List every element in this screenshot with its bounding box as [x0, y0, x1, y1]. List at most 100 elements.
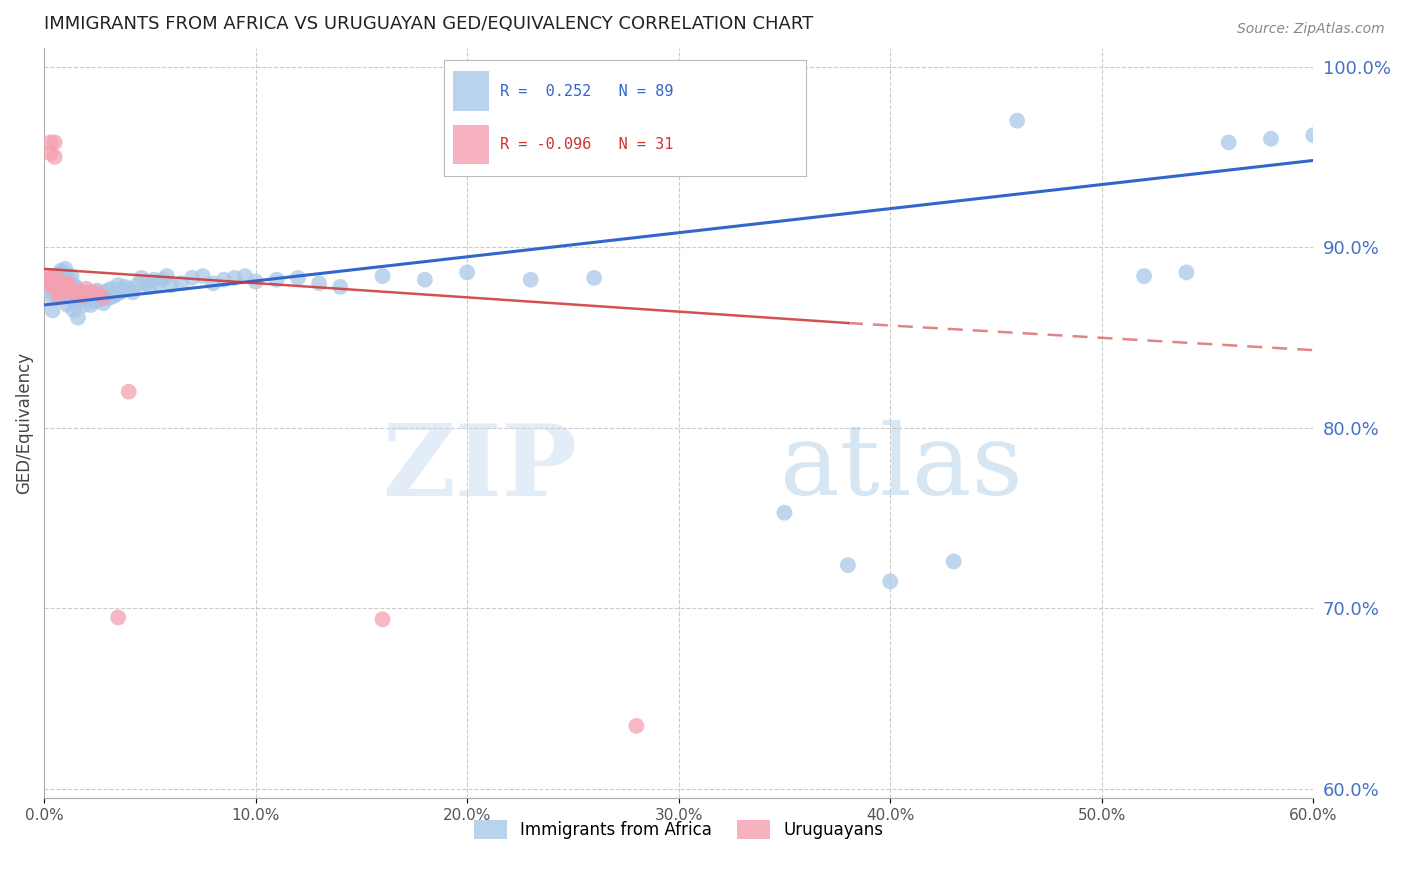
Point [110, 285, 132, 300]
Point [98, 291, 121, 305]
Text: IMMIGRANTS FROM AFRICA VS URUGUAYAN GED/EQUIVALENCY CORRELATION CHART: IMMIGRANTS FROM AFRICA VS URUGUAYAN GED/… [44, 15, 813, 33]
Point [70, 293, 93, 307]
Point [131, 271, 153, 285]
Point [52, 291, 75, 305]
Point [107, 610, 129, 624]
Point [53, 284, 76, 298]
Point [65, 280, 87, 294]
Point [86, 284, 108, 298]
Point [39, 136, 62, 150]
Point [44, 285, 66, 300]
Point [1005, 113, 1028, 128]
Point [122, 285, 145, 300]
Text: ZIP: ZIP [382, 420, 576, 516]
Point [41, 268, 63, 283]
Point [35, 268, 58, 283]
Point [45, 268, 67, 283]
Point [66, 284, 89, 298]
Point [212, 273, 235, 287]
Point [942, 554, 965, 568]
Point [1260, 132, 1282, 146]
Point [49, 263, 72, 277]
Point [879, 574, 901, 589]
Point [66, 310, 89, 325]
Point [181, 271, 204, 285]
Point [39, 146, 62, 161]
Point [135, 277, 157, 291]
Point [48, 284, 70, 298]
Point [56, 277, 79, 291]
Point [65, 287, 87, 301]
Point [41, 303, 63, 318]
Text: atlas: atlas [780, 420, 1024, 516]
Point [53, 277, 76, 291]
Point [91, 296, 114, 310]
Point [191, 268, 214, 283]
Point [160, 278, 183, 293]
Point [107, 278, 129, 293]
Point [65, 296, 87, 310]
Point [37, 284, 59, 298]
Point [224, 271, 246, 285]
Point [45, 271, 67, 285]
Point [118, 384, 141, 399]
Point [371, 268, 394, 283]
Point [626, 719, 648, 733]
Point [52, 280, 75, 294]
Point [86, 285, 108, 300]
Point [152, 273, 174, 287]
Point [44, 150, 66, 164]
Point [58, 287, 80, 301]
Point [1302, 128, 1324, 143]
Point [66, 285, 89, 300]
Point [114, 280, 136, 294]
Point [58, 275, 80, 289]
Point [105, 287, 128, 301]
Point [287, 271, 309, 285]
Point [266, 273, 288, 287]
Point [111, 284, 134, 298]
Point [148, 277, 170, 291]
Point [73, 298, 96, 312]
Point [39, 278, 62, 293]
Point [90, 289, 112, 303]
Point [75, 285, 97, 300]
Point [62, 278, 84, 293]
Point [37, 277, 59, 291]
Point [456, 265, 478, 279]
Point [53, 261, 76, 276]
Legend: Immigrants from Africa, Uruguayans: Immigrants from Africa, Uruguayans [467, 814, 890, 846]
Point [79, 298, 101, 312]
Point [41, 280, 63, 294]
Point [62, 285, 84, 300]
Point [413, 273, 436, 287]
Point [371, 612, 394, 626]
Point [69, 287, 91, 301]
Point [118, 282, 141, 296]
Point [1175, 265, 1198, 279]
Point [60, 291, 83, 305]
Point [45, 282, 67, 296]
Point [97, 284, 120, 298]
Point [56, 268, 79, 283]
Point [75, 282, 97, 296]
Point [773, 506, 796, 520]
Point [308, 277, 330, 291]
Point [41, 291, 63, 305]
Point [60, 284, 83, 298]
Point [91, 291, 114, 305]
Point [1218, 136, 1240, 150]
Point [77, 291, 100, 305]
Point [82, 289, 104, 303]
Point [49, 284, 72, 298]
Point [45, 291, 67, 305]
Point [139, 280, 162, 294]
Point [48, 291, 70, 305]
Point [52, 265, 75, 279]
Point [44, 273, 66, 287]
Point [202, 277, 225, 291]
Point [58, 280, 80, 294]
Point [69, 287, 91, 301]
Point [156, 268, 179, 283]
Point [44, 136, 66, 150]
